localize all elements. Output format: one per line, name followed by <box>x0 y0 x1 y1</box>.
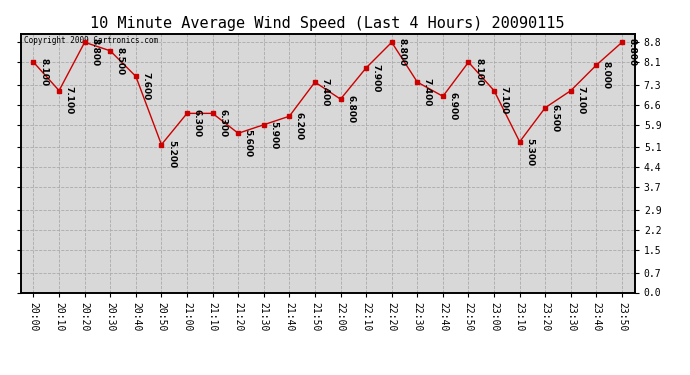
Text: 8.500: 8.500 <box>116 46 125 75</box>
Text: 8.100: 8.100 <box>39 58 48 86</box>
Text: 7.400: 7.400 <box>321 78 330 106</box>
Text: 6.800: 6.800 <box>346 95 355 123</box>
Text: 5.200: 5.200 <box>167 141 176 169</box>
Text: 7.400: 7.400 <box>423 78 432 106</box>
Text: 6.900: 6.900 <box>448 92 457 120</box>
Text: 6.200: 6.200 <box>295 112 304 140</box>
Text: 6.300: 6.300 <box>218 109 227 137</box>
Text: 7.100: 7.100 <box>500 87 509 115</box>
Text: 8.800: 8.800 <box>397 38 406 66</box>
Text: 5.900: 5.900 <box>269 121 278 149</box>
Text: 5.300: 5.300 <box>525 138 534 166</box>
Text: Copyright 2009 Cartronics.com: Copyright 2009 Cartronics.com <box>23 36 158 45</box>
Text: 6.500: 6.500 <box>551 104 560 132</box>
Text: 6.300: 6.300 <box>193 109 201 137</box>
Text: 7.900: 7.900 <box>372 64 381 92</box>
Text: 8.100: 8.100 <box>474 58 483 86</box>
Text: 7.100: 7.100 <box>576 87 585 115</box>
Text: 8.800: 8.800 <box>628 38 637 66</box>
Title: 10 Minute Average Wind Speed (Last 4 Hours) 20090115: 10 Minute Average Wind Speed (Last 4 Hou… <box>90 16 565 31</box>
Text: 7.100: 7.100 <box>65 87 74 115</box>
Text: 8.800: 8.800 <box>90 38 99 66</box>
Text: 7.600: 7.600 <box>141 72 150 100</box>
Text: 8.000: 8.000 <box>602 61 611 89</box>
Text: 5.600: 5.600 <box>244 129 253 157</box>
